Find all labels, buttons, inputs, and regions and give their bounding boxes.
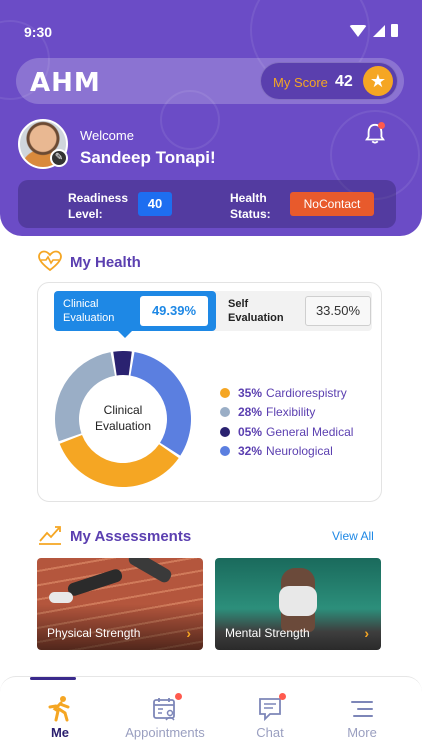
status-icons <box>349 24 398 37</box>
bottom-navigation: Me Appointments Chat More <box>0 676 422 750</box>
legend-value: 05% <box>238 424 263 439</box>
legend-label: General Medical <box>266 424 354 439</box>
status-bar: 9:30 <box>0 0 422 56</box>
chevron-right-icon: › <box>186 625 191 641</box>
nav-item-chat[interactable]: Chat <box>220 691 320 747</box>
tab-clinical-label: Clinical Evaluation <box>63 298 115 324</box>
health-status-value: NoContact <box>290 192 374 216</box>
legend-dot <box>220 426 230 437</box>
calendar-user-icon <box>153 698 175 721</box>
donut-slice-cardiorespistry[interactable] <box>59 435 179 487</box>
nav-label-me: Me <box>50 725 70 740</box>
physical-strength-card[interactable]: Physical Strength › <box>37 558 203 650</box>
chart-legend: 35% Cardiorespistry 28% Flexibility 05% Gener… <box>220 383 353 461</box>
health-status-label: Health Status: <box>230 191 271 221</box>
status-card: Readiness Level: 40 Health Status: NoCon… <box>18 180 396 228</box>
nav-label-more: More <box>347 725 377 740</box>
notification-badge <box>378 122 385 129</box>
legend-label: Cardiorespistry <box>266 385 347 400</box>
assessment-chart-icon <box>39 526 61 545</box>
status-time: 9:30 <box>24 24 53 40</box>
runner-leg-image <box>126 558 174 585</box>
edit-pencil-icon[interactable]: ✎ <box>50 149 68 167</box>
nav-item-me[interactable]: Me <box>10 691 110 747</box>
runner-leg-image <box>66 567 124 598</box>
menu-icon <box>351 701 373 717</box>
chat-badge <box>279 693 286 700</box>
chat-icon <box>259 698 281 722</box>
donut-slice-general-medical[interactable] <box>113 351 132 376</box>
readiness-value: 40 <box>138 192 172 216</box>
star-icon: ★ <box>363 66 393 96</box>
legend-value: 28% <box>238 405 263 420</box>
nav-label-chat: Chat <box>256 725 284 740</box>
legend-item-neurological: 32% Neurological <box>220 442 353 462</box>
score-value: 42 <box>335 73 353 90</box>
my-health-title: My Health <box>70 254 141 271</box>
legend-label: Flexibility <box>266 405 316 420</box>
app-logo: AHM <box>30 68 101 98</box>
physical-strength-label: Physical Strength <box>47 626 141 640</box>
signal-icon <box>373 24 385 37</box>
runner-icon <box>48 696 70 722</box>
legend-value: 32% <box>238 444 263 459</box>
nav-item-more[interactable]: More <box>312 691 412 747</box>
legend-item-general-medical: 05% General Medical <box>220 422 353 442</box>
tab-self-evaluation[interactable]: Self Evaluation <box>228 298 284 324</box>
tab-clinical-evaluation[interactable]: Clinical Evaluation 49.39% <box>54 291 216 338</box>
donut-center-label: Clinical Evaluation <box>94 403 152 433</box>
score-label: My Score <box>273 75 328 90</box>
wifi-icon <box>349 24 367 37</box>
legend-item-flexibility: 28% Flexibility <box>220 403 353 423</box>
my-score-button[interactable]: My Score 42 ★ <box>260 62 398 100</box>
legend-label: Neurological <box>266 444 333 459</box>
donut-slice-neurological[interactable] <box>130 351 191 456</box>
my-assessments-title: My Assessments <box>70 528 192 545</box>
legend-dot <box>220 446 230 457</box>
runner-shirt-image <box>279 586 317 616</box>
my-health-card: Clinical Evaluation 49.39% Self Evaluati… <box>37 282 382 502</box>
mental-strength-label: Mental Strength <box>225 626 310 640</box>
tab-self-value[interactable]: 33.50% <box>305 296 371 326</box>
chevron-right-icon: › <box>364 625 369 641</box>
heartbeat-icon <box>38 250 62 272</box>
legend-dot <box>220 407 230 418</box>
active-tab-indicator <box>30 677 76 680</box>
nav-item-appointments[interactable]: Appointments <box>115 691 215 747</box>
mental-strength-card[interactable]: Mental Strength › <box>215 558 381 650</box>
readiness-label: Readiness Level: <box>68 191 129 221</box>
tab-clinical-value: 49.39% <box>140 296 208 326</box>
donut-slice-flexibility[interactable] <box>54 352 115 442</box>
legend-dot <box>220 387 230 398</box>
top-bar: AHM My Score 42 ★ <box>16 58 404 104</box>
runner-shoe-image <box>49 592 73 603</box>
health-donut-chart <box>54 351 191 487</box>
battery-icon <box>391 24 398 37</box>
header-background <box>0 0 422 236</box>
view-all-link[interactable]: View All <box>332 529 374 543</box>
legend-value: 35% <box>238 385 263 400</box>
appointments-badge <box>175 693 182 700</box>
legend-item-cardiorespistry: 35% Cardiorespistry <box>220 383 353 403</box>
evaluation-tabs: Clinical Evaluation 49.39% Self Evaluati… <box>54 291 372 338</box>
nav-label-appointments: Appointments <box>125 725 205 740</box>
user-name: Sandeep Tonapi! <box>80 148 216 167</box>
welcome-label: Welcome <box>80 128 134 143</box>
